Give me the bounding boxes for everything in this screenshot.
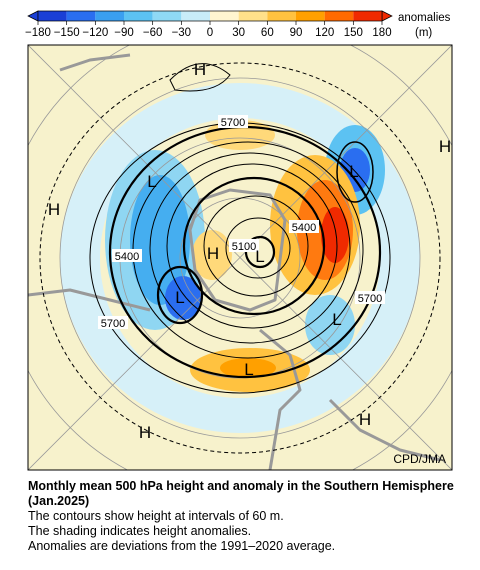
colorbar-tick-label: −150 bbox=[54, 27, 80, 39]
colorbar-tick-label: −120 bbox=[82, 27, 108, 39]
colorbar-cell bbox=[324, 11, 354, 21]
caption-title: Monthly mean 500 hPa height and anomaly … bbox=[28, 479, 454, 508]
colorbar-unit: (m) bbox=[415, 27, 432, 39]
colorbar-tick-label: 150 bbox=[344, 27, 363, 39]
colorbar-tick-label: 90 bbox=[290, 27, 303, 39]
colorbar-tick-label: 120 bbox=[315, 27, 334, 39]
colorbar-cell bbox=[353, 11, 382, 21]
colorbar-tick-label: −90 bbox=[114, 27, 134, 39]
low-marker: L bbox=[244, 360, 253, 379]
contour-label-bg bbox=[98, 316, 128, 329]
colorbar-cell bbox=[181, 11, 210, 21]
caption-line: The shading indicates height anomalies. bbox=[28, 524, 252, 538]
colorbar: −180 −150 −120 −90 −60 −30 0 30 60 90 120 150 180 ano… bbox=[25, 10, 451, 39]
colorbar-tick-label: 180 bbox=[372, 27, 391, 39]
high-marker: H bbox=[359, 410, 371, 429]
contour-label: 5400 bbox=[115, 251, 139, 263]
high-marker: H bbox=[439, 137, 451, 156]
colorbar-tick-label: 30 bbox=[232, 27, 245, 39]
caption: Monthly mean 500 hPa height and anomaly … bbox=[28, 479, 468, 554]
low-marker: L bbox=[147, 172, 156, 191]
colorbar-label: anomalies bbox=[398, 12, 451, 24]
contour-label: 5400 bbox=[292, 222, 316, 234]
high-marker: H bbox=[207, 244, 219, 263]
coastline bbox=[28, 53, 441, 470]
contour-label-bg bbox=[355, 291, 385, 304]
contour-label: 5700 bbox=[358, 293, 382, 305]
colorbar-tick-label: −30 bbox=[172, 27, 192, 39]
colorbar-cell bbox=[267, 11, 296, 21]
high-marker: H bbox=[48, 200, 60, 219]
colorbar-tick-label: −60 bbox=[143, 27, 163, 39]
colorbar-cell bbox=[95, 11, 124, 21]
credit: CPD/JMA bbox=[393, 452, 446, 466]
contour-label: 5700 bbox=[101, 318, 125, 330]
caption-line: Anomalies are deviations from the 1991–2… bbox=[28, 539, 336, 553]
low-marker: L bbox=[175, 288, 184, 307]
contour-label-bg bbox=[112, 249, 142, 262]
colorbar-cell bbox=[152, 11, 182, 21]
contour-label-bg bbox=[289, 220, 319, 233]
map: 5700 5400 5100 5400 5700 5700 H H H H H H L L L L L L CPD/… bbox=[28, 45, 452, 470]
contour-label-bg bbox=[218, 115, 248, 128]
colorbar-tick-label: 0 bbox=[207, 27, 213, 39]
contour-label: 5700 bbox=[221, 117, 245, 129]
high-marker: H bbox=[194, 60, 206, 79]
colorbar-end bbox=[381, 10, 393, 22]
high-marker: H bbox=[139, 423, 151, 442]
low-marker: L bbox=[349, 162, 358, 181]
low-marker: L bbox=[255, 247, 264, 266]
colorbar-cell bbox=[124, 11, 153, 21]
colorbar-cell bbox=[238, 11, 268, 21]
colorbar-end bbox=[27, 10, 39, 22]
colorbar-cell bbox=[38, 11, 67, 21]
caption-line: The contours show height at intervals of… bbox=[28, 509, 284, 523]
colorbar-cell bbox=[296, 11, 325, 21]
colorbar-tick-label: −180 bbox=[25, 27, 51, 39]
low-marker: L bbox=[332, 310, 341, 329]
map-frame bbox=[27, 44, 453, 471]
figure: −180 −150 −120 −90 −60 −30 0 30 60 90 120 150 180 ano… bbox=[25, 10, 453, 471]
colorbar-cell bbox=[66, 11, 96, 21]
contour-label: 5100 bbox=[232, 241, 256, 253]
contour-label-bg bbox=[229, 239, 259, 252]
colorbar-cell bbox=[210, 11, 239, 21]
colorbar-tick-label: 60 bbox=[261, 27, 274, 39]
